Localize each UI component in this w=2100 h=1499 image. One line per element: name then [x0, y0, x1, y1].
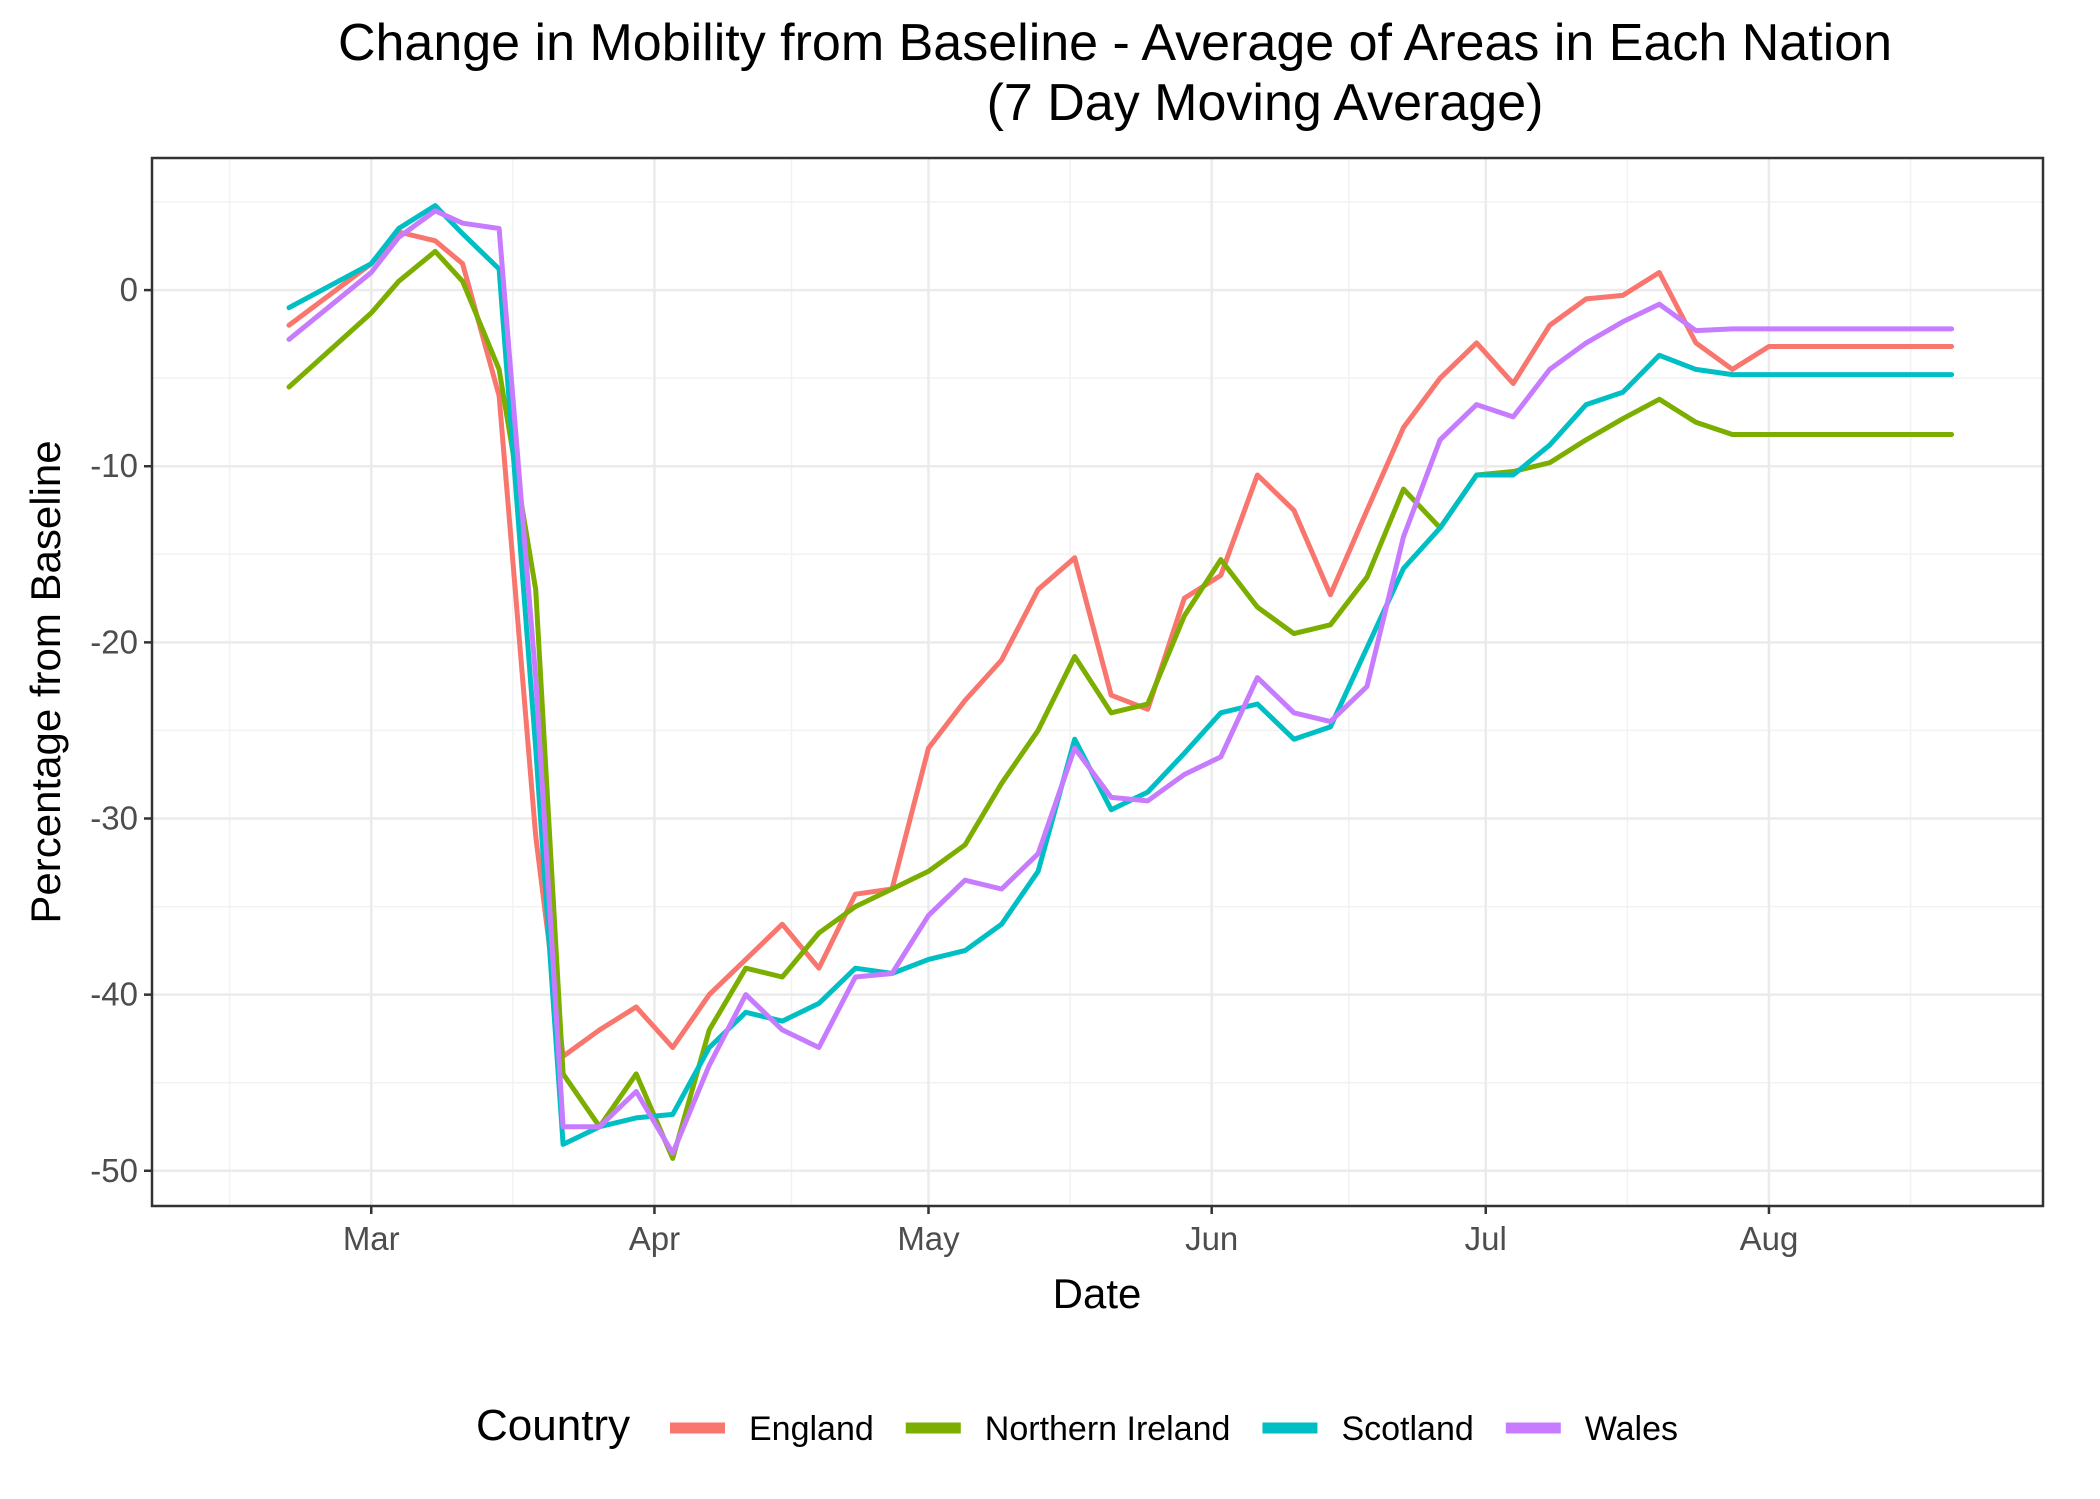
series-lines [286, 203, 1955, 1161]
y-tick-label: -50 [90, 1152, 138, 1189]
x-tick-label: Jul [1465, 1220, 1507, 1257]
legend-item-england: England [670, 1410, 874, 1448]
x-tick-label: Mar [343, 1220, 400, 1257]
y-axis-title: Percentage from Baseline [22, 440, 69, 923]
x-tick-label: Jun [1185, 1220, 1238, 1257]
series-line-england [286, 229, 1955, 1059]
y-tick-label: -30 [90, 800, 138, 837]
y-tick-label: -20 [90, 623, 138, 660]
x-tick-label: Aug [1740, 1220, 1799, 1257]
x-tick-label: Apr [629, 1220, 680, 1257]
legend-item-wales: Wales [1505, 1410, 1678, 1448]
plot-panel [150, 156, 2045, 1208]
legend-label-england: England [749, 1410, 874, 1448]
legend-label-scotland: Scotland [1341, 1410, 1473, 1448]
y-tick-label: -10 [90, 447, 138, 484]
legend-label-wales: Wales [1585, 1410, 1678, 1448]
legend-item-scotland: Scotland [1262, 1410, 1474, 1448]
y-axis-ticks: 0 -10 -20 -30 -40 -50 [90, 271, 152, 1189]
panel-border [150, 156, 2045, 1208]
legend: Country England Northern Ireland Scotland W… [476, 1401, 1678, 1450]
legend-label-northern-ireland: Northern Ireland [985, 1410, 1231, 1448]
y-tick-label: 0 [120, 271, 138, 308]
series-line-wales [286, 208, 1955, 1156]
grid-minor [152, 158, 2043, 1206]
series-line-northern-ireland [286, 248, 1955, 1161]
x-axis-title: Date [1053, 1270, 1142, 1317]
chart-title: Change in Mobility from Baseline - Avera… [338, 14, 1892, 72]
x-tick-label: May [897, 1220, 960, 1257]
y-tick-label: -40 [90, 976, 138, 1013]
chart-subtitle: (7 Day Moving Average) [987, 74, 1544, 132]
x-axis-ticks: Mar Apr May Jun Jul Aug [343, 1206, 1798, 1257]
legend-item-northern-ireland: Northern Ireland [905, 1410, 1231, 1448]
legend-items: England Northern Ireland Scotland Wales [670, 1410, 1678, 1448]
legend-title: Country [476, 1401, 630, 1450]
